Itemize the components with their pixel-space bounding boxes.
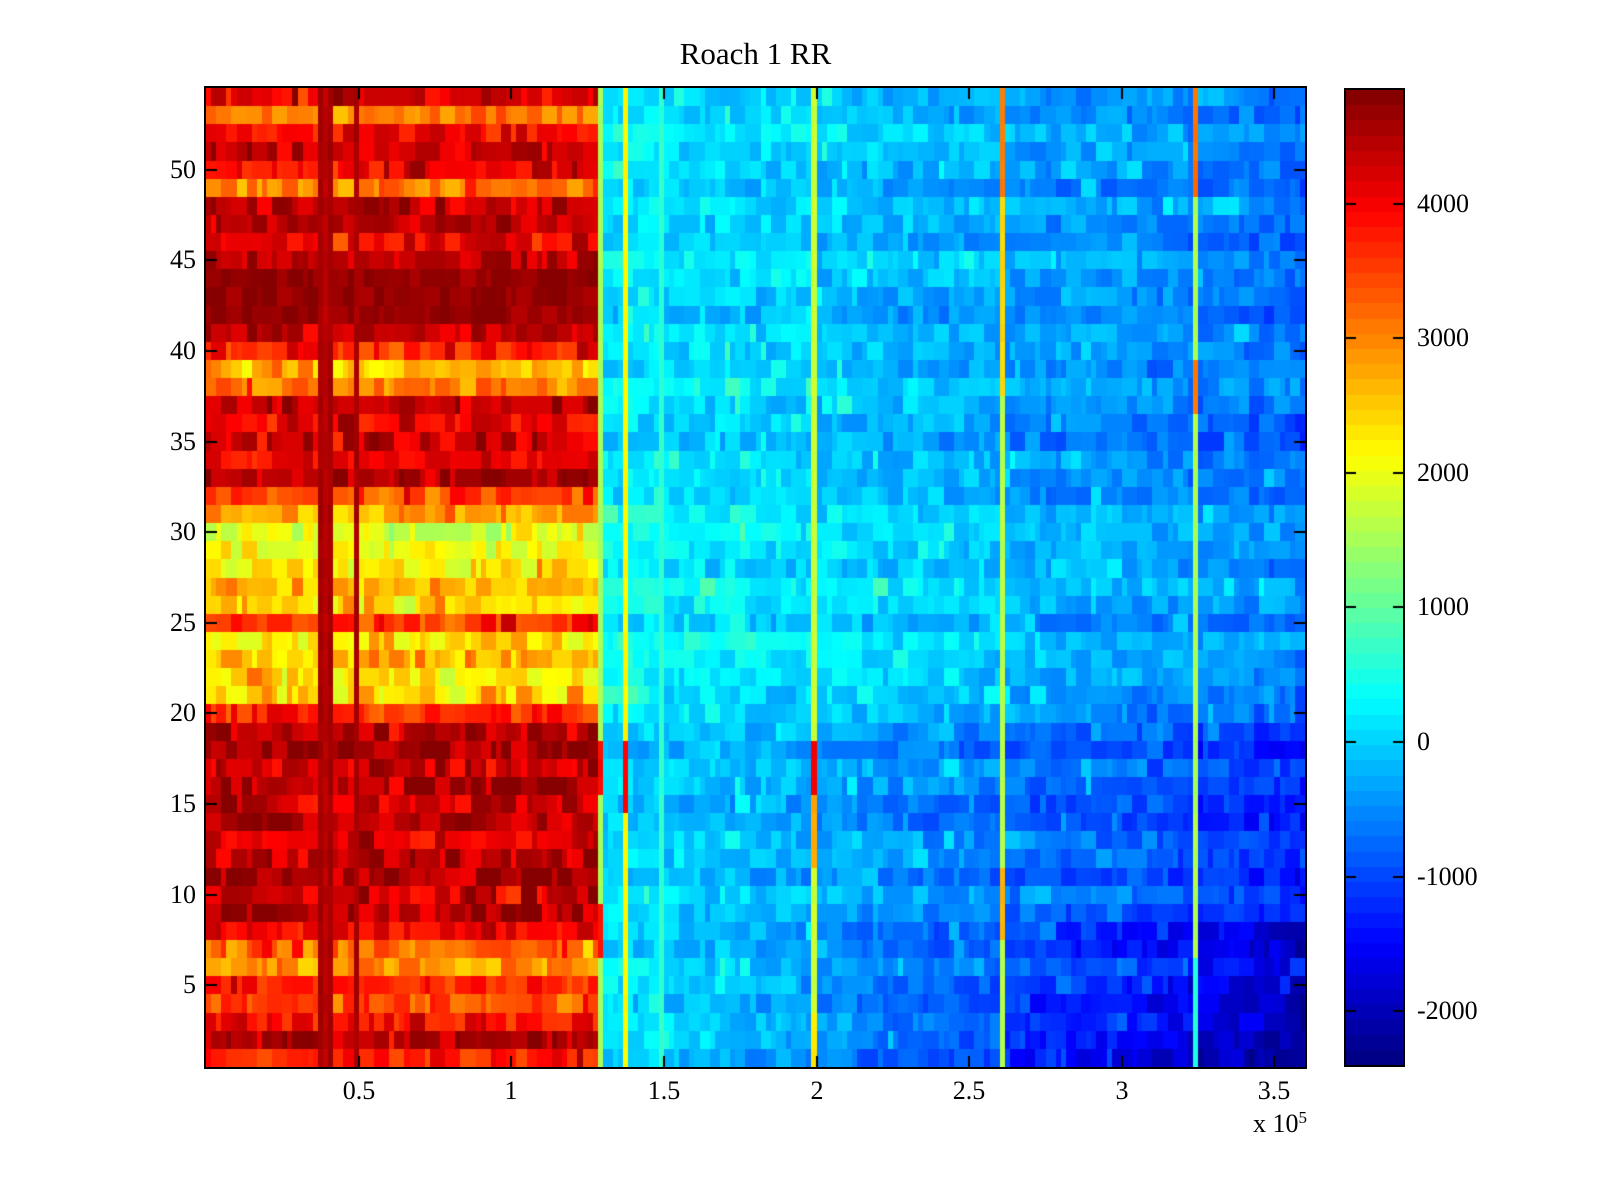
y-tick-label: 15 [170,789,196,818]
y-tick-label: 10 [170,880,196,909]
y-tick-label: 35 [170,427,196,456]
colorbar-tick-label: 4000 [1417,189,1469,218]
x-tick-label: 1.5 [647,1076,681,1105]
y-tick-label: 30 [170,517,196,546]
colorbar-tick-label: 1000 [1417,592,1469,621]
chart-title: Roach 1 RR [679,36,832,71]
x-tick-label: 1 [504,1076,518,1105]
x-tick-label: 0.5 [342,1076,376,1105]
colorbar-tick-label: 3000 [1417,323,1469,352]
colorbar-tick-label: -2000 [1417,996,1478,1025]
y-tick-label: 45 [170,245,196,274]
y-tick-label: 20 [170,698,196,727]
y-tick-label: 5 [183,970,196,999]
x-axis-exponent-label: x 105 [1195,1108,1307,1139]
exponent-base: x 10 [1253,1109,1299,1138]
x-tick-label: 3 [1115,1076,1129,1105]
colorbar-tick-label: -1000 [1417,862,1478,891]
colorbar-border [1344,88,1405,1067]
exponent-power: 5 [1298,1108,1308,1127]
y-tick-label: 40 [170,336,196,365]
x-tick-label: 3.5 [1257,1076,1291,1105]
colorbar-tick-label: 0 [1417,727,1430,756]
colorbar-canvas [1346,90,1403,1065]
colorbar-tick-label: 2000 [1417,458,1469,487]
y-tick-label: 25 [170,608,196,637]
plot-area-border [204,86,1307,1069]
x-tick-label: 2 [810,1076,824,1105]
y-tick-label: 50 [170,155,196,184]
x-tick-label: 2.5 [952,1076,986,1105]
heatmap-canvas [206,88,1305,1067]
